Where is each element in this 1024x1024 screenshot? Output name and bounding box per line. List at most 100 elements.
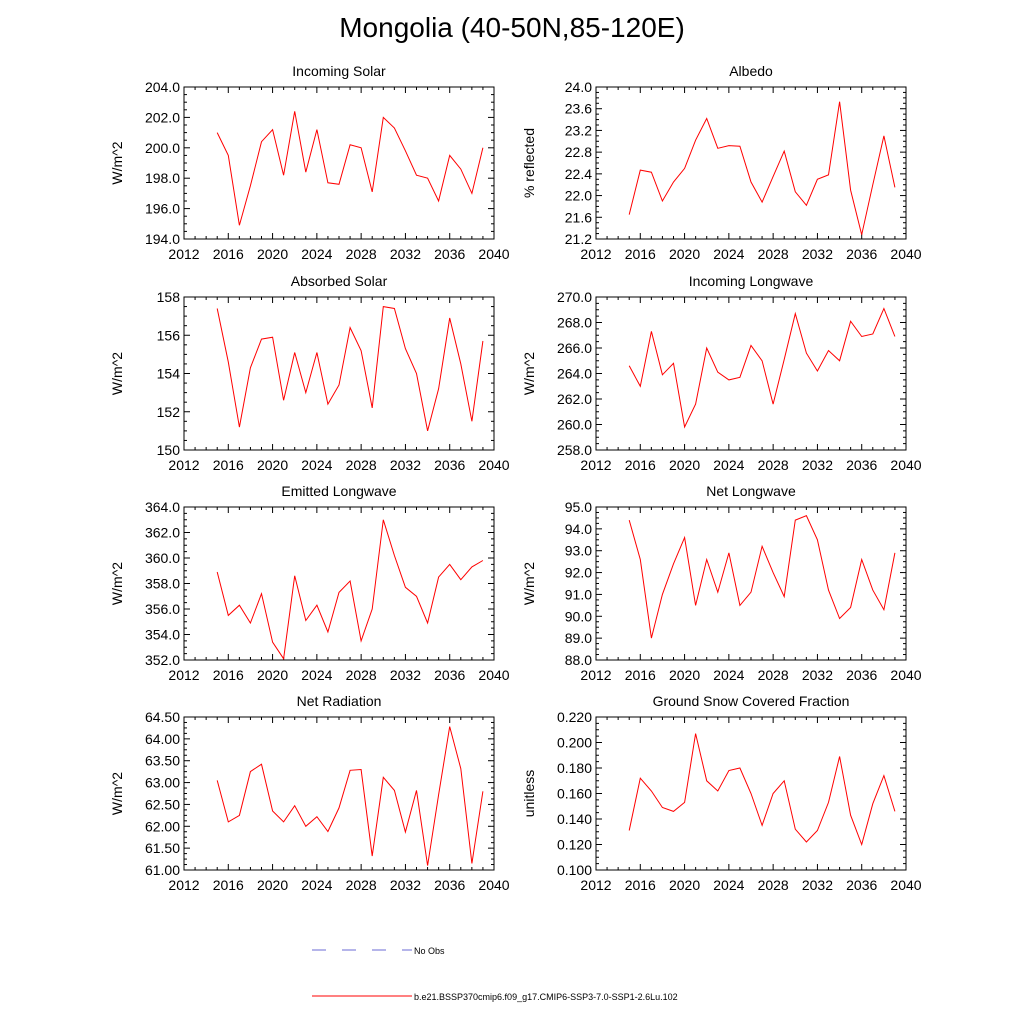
series-line [216, 306, 484, 432]
y-tick-label: 64.50 [145, 709, 180, 725]
x-tick-label: 2024 [301, 877, 332, 893]
y-tick-label: 63.50 [145, 753, 180, 769]
x-tick-label: 2020 [257, 877, 288, 893]
y-tick-label: 62.50 [145, 796, 180, 812]
y-axis-label: W/m^2 [109, 352, 125, 395]
series-line [216, 726, 484, 866]
series-line [628, 733, 896, 847]
x-tick-label: 2040 [890, 457, 921, 473]
y-tick-label: 262.0 [557, 391, 592, 407]
y-tick-label: 352.0 [145, 652, 180, 668]
y-tick-label: 91.0 [565, 586, 592, 602]
y-tick-label: 150 [157, 442, 181, 458]
y-tick-label: 63.00 [145, 775, 180, 791]
panel-title: Incoming Solar [292, 63, 386, 79]
y-tick-label: 89.0 [565, 630, 592, 646]
y-tick-label: 21.2 [565, 231, 592, 247]
panel-6: 2012 2016 2020 2024 2028 2032 2036 2040 61.00 61.… [109, 693, 510, 893]
x-tick-label: 2040 [478, 877, 509, 893]
x-tick-label: 2032 [802, 457, 833, 473]
y-tick-label: 354.0 [145, 627, 180, 643]
y-tick-label: 22.4 [565, 166, 592, 182]
y-tick-label: 92.0 [565, 565, 592, 581]
x-tick-label: 2024 [301, 457, 332, 473]
y-tick-label: 152 [157, 404, 181, 420]
series-line [628, 307, 896, 429]
x-tick-label: 2016 [213, 667, 244, 683]
y-tick-label: 156 [157, 327, 181, 343]
x-tick-label: 2020 [257, 667, 288, 683]
x-tick-label: 2028 [346, 667, 377, 683]
x-tick-label: 2016 [625, 457, 656, 473]
x-tick-label: 2012 [580, 457, 611, 473]
y-tick-label: 90.0 [565, 608, 592, 624]
x-tick-label: 2016 [213, 457, 244, 473]
y-tick-label: 158 [157, 289, 181, 305]
x-tick-label: 2016 [625, 877, 656, 893]
panel-title: Net Radiation [297, 693, 382, 709]
y-tick-label: 88.0 [565, 652, 592, 668]
x-tick-label: 2012 [168, 877, 199, 893]
x-tick-label: 2020 [669, 877, 700, 893]
panel-0: 2012 2016 2020 2024 2028 2032 2036 2040 194.0 196… [109, 63, 510, 262]
y-tick-label: 200.0 [145, 140, 180, 156]
x-tick-label: 2016 [625, 667, 656, 683]
panel-3: 2012 2016 2020 2024 2028 2032 2036 2040 258.0 260… [521, 273, 922, 473]
y-tick-label: 356.0 [145, 601, 180, 617]
panel-title: Emitted Longwave [281, 483, 396, 499]
y-tick-label: 95.0 [565, 499, 592, 515]
y-tick-label: 194.0 [145, 231, 180, 247]
x-tick-label: 2012 [168, 246, 199, 262]
panel-title: Albedo [729, 63, 773, 79]
x-tick-label: 2016 [625, 246, 656, 262]
y-tick-label: 264.0 [557, 366, 592, 382]
plot-frame [595, 86, 907, 240]
x-tick-label: 2032 [802, 667, 833, 683]
y-tick-label: 0.180 [557, 760, 592, 776]
x-tick-label: 2016 [213, 246, 244, 262]
x-tick-label: 2024 [713, 246, 744, 262]
y-tick-label: 21.6 [565, 209, 592, 225]
x-tick-label: 2028 [346, 246, 377, 262]
x-tick-label: 2024 [713, 667, 744, 683]
y-tick-label: 0.200 [557, 735, 592, 751]
y-tick-label: 266.0 [557, 340, 592, 356]
series-line [216, 519, 484, 661]
x-tick-label: 2040 [478, 667, 509, 683]
x-tick-label: 2028 [758, 667, 789, 683]
x-tick-label: 2032 [390, 246, 421, 262]
y-tick-label: 93.0 [565, 543, 592, 559]
y-tick-label: 362.0 [145, 525, 180, 541]
series-line [628, 101, 896, 235]
y-tick-label: 22.0 [565, 188, 592, 204]
x-tick-label: 2040 [890, 667, 921, 683]
x-tick-label: 2032 [390, 457, 421, 473]
y-tick-label: 0.140 [557, 811, 592, 827]
y-tick-label: 268.0 [557, 315, 592, 331]
panel-title: Ground Snow Covered Fraction [653, 693, 850, 709]
x-tick-label: 2020 [669, 457, 700, 473]
x-tick-label: 2012 [580, 667, 611, 683]
y-tick-label: 23.2 [565, 122, 592, 138]
panel-4: 2012 2016 2020 2024 2028 2032 2036 2040 352.0 354… [109, 483, 510, 683]
x-tick-label: 2028 [758, 457, 789, 473]
panel-title: Incoming Longwave [689, 273, 814, 289]
x-tick-label: 2024 [713, 457, 744, 473]
y-axis-label: W/m^2 [109, 562, 125, 605]
y-tick-label: 270.0 [557, 289, 592, 305]
y-tick-label: 61.00 [145, 862, 180, 878]
y-axis-label: W/m^2 [109, 141, 125, 184]
x-tick-label: 2024 [301, 667, 332, 683]
panel-title: Absorbed Solar [291, 273, 388, 289]
y-tick-label: 202.0 [145, 109, 180, 125]
y-tick-label: 196.0 [145, 201, 180, 217]
panel-1: 2012 2016 2020 2024 2028 2032 2036 2040 21.2 21.6… [521, 63, 922, 262]
x-tick-label: 2036 [846, 877, 877, 893]
x-tick-label: 2036 [846, 667, 877, 683]
y-tick-label: 154 [157, 366, 181, 382]
y-tick-label: 364.0 [145, 499, 180, 515]
panel-7: 2012 2016 2020 2024 2028 2032 2036 2040 0.100 0.1… [521, 693, 922, 893]
y-tick-label: 0.100 [557, 862, 592, 878]
y-tick-label: 64.00 [145, 731, 180, 747]
